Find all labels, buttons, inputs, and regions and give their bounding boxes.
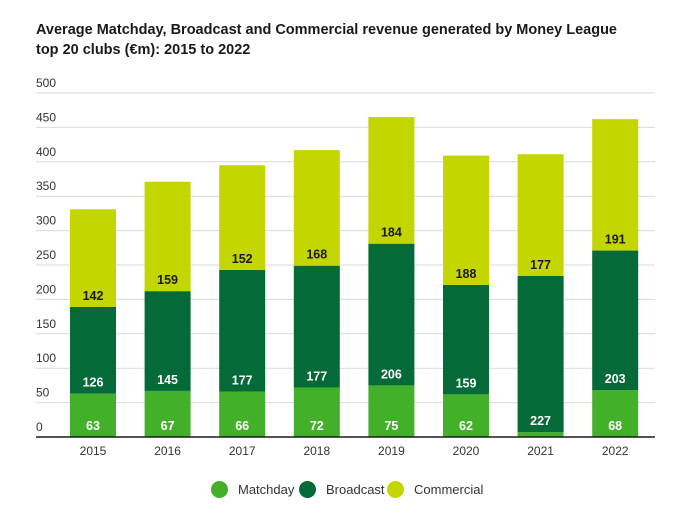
data-label-matchday-2019: 75 bbox=[384, 419, 398, 433]
data-label-broadcast-2018: 177 bbox=[306, 369, 327, 383]
data-label-matchday-2018: 72 bbox=[310, 419, 324, 433]
x-tick-label: 2018 bbox=[303, 444, 330, 458]
data-label-broadcast-2016: 145 bbox=[157, 373, 178, 387]
legend-label: Matchday bbox=[238, 482, 295, 497]
data-label-broadcast-2020: 159 bbox=[456, 376, 477, 390]
data-label-commercial-2015: 142 bbox=[83, 289, 104, 303]
data-label-matchday-2022: 68 bbox=[608, 419, 622, 433]
y-tick-label: 500 bbox=[36, 76, 56, 90]
bar-commercial-2018 bbox=[293, 150, 340, 266]
bar-matchday-2017 bbox=[219, 391, 266, 437]
bar-broadcast-2021 bbox=[517, 276, 564, 433]
x-tick-label: 2016 bbox=[154, 444, 181, 458]
x-tick-label: 2019 bbox=[378, 444, 405, 458]
bar-commercial-2021 bbox=[517, 154, 564, 277]
bar-matchday-2020 bbox=[443, 394, 489, 437]
bar-commercial-2022 bbox=[592, 119, 639, 251]
data-label-broadcast-2021: 227 bbox=[530, 414, 551, 428]
data-label-broadcast-2015: 126 bbox=[83, 376, 104, 390]
data-label-commercial-2019: 184 bbox=[381, 226, 402, 240]
legend-item-broadcast: Broadcast bbox=[299, 481, 385, 498]
bar-broadcast-2019 bbox=[368, 243, 415, 386]
chart-title-line-1: Average Matchday, Broadcast and Commerci… bbox=[36, 22, 617, 38]
data-label-matchday-2017: 66 bbox=[235, 419, 249, 433]
bar-broadcast-2022 bbox=[592, 250, 639, 391]
y-tick-label: 100 bbox=[36, 351, 56, 365]
chart-legend: Matchday Broadcast Commercial bbox=[0, 481, 676, 501]
y-tick-label: 400 bbox=[36, 145, 56, 159]
bar-commercial-2016 bbox=[144, 181, 191, 292]
x-tick-label: 2015 bbox=[80, 444, 107, 458]
x-tick-label: 2021 bbox=[527, 444, 554, 458]
x-tick-label: 2022 bbox=[602, 444, 629, 458]
legend-label: Commercial bbox=[414, 482, 484, 497]
data-label-broadcast-2019: 206 bbox=[381, 367, 402, 381]
y-tick-label: 250 bbox=[36, 248, 56, 262]
data-label-commercial-2018: 168 bbox=[306, 248, 327, 262]
bar-broadcast-2017 bbox=[219, 269, 266, 392]
bar-broadcast-2016 bbox=[144, 291, 191, 391]
legend-label: Broadcast bbox=[326, 482, 385, 497]
y-tick-label: 150 bbox=[36, 317, 56, 331]
bar-commercial-2020 bbox=[443, 155, 489, 285]
bar-matchday-2019 bbox=[368, 385, 415, 437]
x-tick-label: 2020 bbox=[453, 444, 480, 458]
legend-item-commercial: Commercial bbox=[387, 481, 483, 498]
data-label-broadcast-2017: 177 bbox=[232, 374, 253, 388]
bar-commercial-2017 bbox=[219, 165, 266, 270]
data-label-commercial-2017: 152 bbox=[232, 252, 253, 266]
bar-broadcast-2015 bbox=[70, 306, 116, 394]
chart-title-line-2: top 20 clubs (€m): 2015 to 2022 bbox=[36, 42, 251, 58]
y-tick-label: 0 bbox=[36, 420, 43, 434]
bar-commercial-2019 bbox=[368, 117, 415, 244]
data-label-broadcast-2022: 203 bbox=[605, 372, 626, 386]
bar-matchday-2022 bbox=[592, 390, 639, 437]
bar-broadcast-2018 bbox=[293, 265, 340, 388]
chart-title: Average Matchday, Broadcast and Commerci… bbox=[36, 20, 636, 60]
data-label-commercial-2016: 159 bbox=[157, 273, 178, 287]
bar-matchday-2016 bbox=[144, 390, 191, 437]
y-tick-label: 50 bbox=[36, 386, 50, 400]
y-tick-label: 200 bbox=[36, 282, 56, 296]
data-label-matchday-2015: 63 bbox=[86, 419, 100, 433]
data-label-commercial-2020: 188 bbox=[456, 267, 477, 281]
y-tick-label: 300 bbox=[36, 214, 56, 228]
bar-matchday-2018 bbox=[293, 387, 340, 437]
y-tick-label: 450 bbox=[36, 110, 56, 124]
bar-matchday-2015 bbox=[70, 393, 116, 437]
bar-commercial-2015 bbox=[70, 209, 116, 307]
bar-matchday-2021 bbox=[517, 432, 564, 437]
bar-broadcast-2020 bbox=[443, 284, 489, 395]
legend-swatch bbox=[387, 481, 404, 498]
data-label-commercial-2021: 177 bbox=[530, 258, 551, 272]
legend-swatch bbox=[299, 481, 316, 498]
data-label-matchday-2020: 62 bbox=[459, 419, 473, 433]
legend-swatch bbox=[211, 481, 228, 498]
legend-item-matchday: Matchday bbox=[211, 481, 294, 498]
y-tick-label: 350 bbox=[36, 179, 56, 193]
data-label-matchday-2016: 67 bbox=[161, 419, 175, 433]
x-tick-label: 2017 bbox=[229, 444, 256, 458]
data-label-commercial-2022: 191 bbox=[605, 233, 626, 247]
